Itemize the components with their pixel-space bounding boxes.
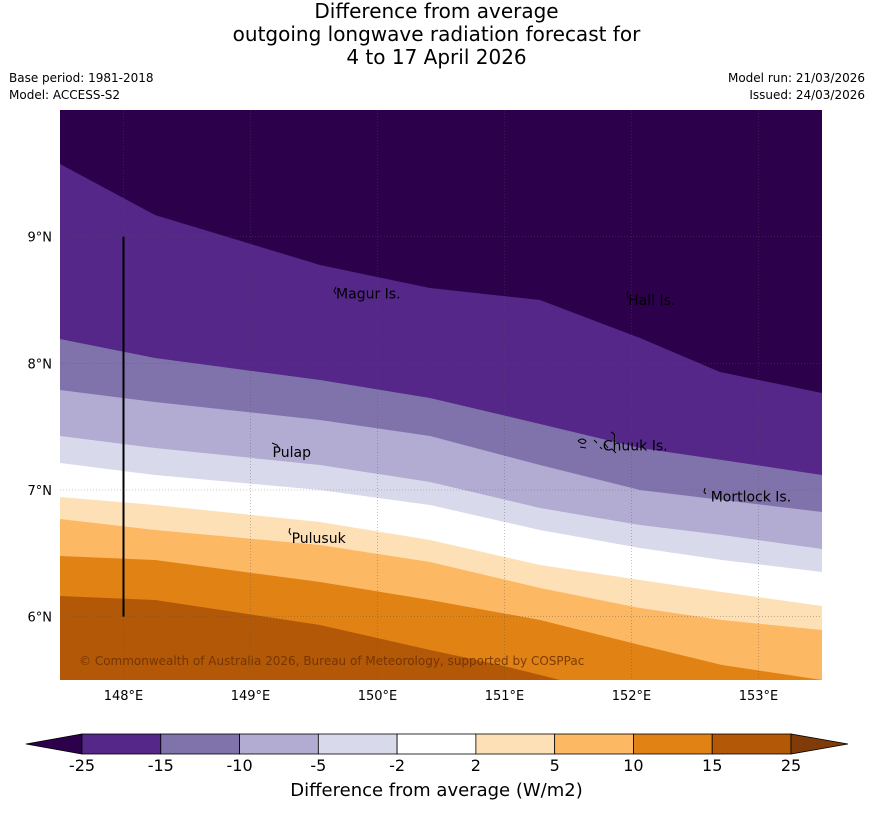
- lon-tick-label: 151°E: [485, 689, 525, 704]
- chuuk-lagoon-outline: [577, 431, 617, 454]
- meta-right: Model run: 21/03/2026 Issued: 24/03/2026: [728, 70, 865, 104]
- colorbar-segment: [317, 733, 398, 755]
- hall-island-outline: [626, 290, 629, 300]
- title-line-3: 4 to 17 April 2026: [346, 45, 527, 69]
- title-line-1: Difference from average: [314, 0, 559, 23]
- colorbar-segment: [475, 733, 556, 755]
- model-name: Model: ACCESS-S2: [9, 88, 121, 102]
- copyright-notice: © Commonwealth of Australia 2026, Bureau…: [79, 654, 584, 668]
- colorbar-extend-high: [790, 733, 849, 755]
- lon-tick-label: 153°E: [739, 689, 779, 704]
- colorbar-segment: [239, 733, 319, 755]
- place-label-magur-is: Magur Is.: [336, 287, 401, 303]
- pulap-island-outline: [271, 442, 280, 449]
- lat-tick-label: 6°N: [28, 611, 53, 626]
- island-outlines: [271, 286, 707, 536]
- colorbar-segment: [396, 733, 477, 755]
- mortlock-island-outline: [703, 487, 707, 495]
- lat-tick-label: 7°N: [28, 484, 53, 499]
- lon-tick-label: 148°E: [104, 689, 144, 704]
- colorbar-tick-label: 25: [781, 756, 801, 775]
- colorbar-tick-label: 2: [471, 756, 481, 775]
- model-run: Model run: 21/03/2026: [727, 71, 865, 85]
- title-line-2: outgoing longwave radiation forecast for: [232, 22, 641, 46]
- colorbar-segment: [554, 733, 634, 755]
- colorbar-segment: [633, 733, 713, 755]
- lon-tick-label: 149°E: [231, 689, 271, 704]
- chart-title: Difference from average outgoing longwav…: [0, 0, 873, 69]
- colorbar-segment: [81, 733, 162, 755]
- issued-date: Issued: 24/03/2026: [749, 88, 865, 102]
- colorbar-segment: [711, 733, 792, 755]
- magur-island-outline: [333, 286, 337, 295]
- place-label-hall-is: Hall Is.: [628, 293, 675, 309]
- place-label-mortlock-is: Mortlock Is.: [711, 489, 791, 505]
- colorbar-tick-label: -2: [389, 756, 405, 775]
- colorbar-extend-low: [25, 733, 83, 755]
- map-plot-area: Magur Is. Hall Is. Pulap Chuuk Is. Mortlock …: [60, 110, 822, 680]
- meta-left: Base period: 1981-2018 Model: ACCESS-S2: [9, 70, 154, 104]
- colorbar: -25 -15 -10 -5 -2 2 5 10 15 25: [25, 733, 849, 775]
- place-label-pulusuk: Pulusuk: [292, 531, 347, 547]
- colorbar-label: Difference from average (W/m2): [290, 780, 583, 801]
- band-15-25: [60, 596, 560, 680]
- pulusuk-island-outline: [288, 527, 292, 536]
- colorbar-tick-label: 5: [550, 756, 560, 775]
- latitude-tick-labels: 9°N 8°N 7°N 6°N: [28, 231, 53, 626]
- lat-tick-label: 8°N: [28, 357, 53, 372]
- lon-tick-label: 152°E: [612, 689, 652, 704]
- lat-tick-label: 9°N: [28, 231, 53, 246]
- place-label-chuuk-is: Chuuk Is.: [603, 439, 668, 455]
- base-period: Base period: 1981-2018: [9, 71, 154, 85]
- colorbar-tick-label: 15: [702, 756, 722, 775]
- colorbar-segment: [160, 733, 240, 755]
- colorbar-tick-label: -10: [226, 756, 252, 775]
- colorbar-tick-label: -25: [69, 756, 95, 775]
- place-label-pulap: Pulap: [273, 445, 312, 461]
- colorbar-tick-label: -15: [148, 756, 174, 775]
- lon-tick-label: 150°E: [358, 689, 398, 704]
- colorbar-tick-label: -5: [310, 756, 326, 775]
- longitude-tick-labels: 148°E 149°E 150°E 151°E 152°E 153°E: [104, 689, 779, 704]
- place-labels: Magur Is. Hall Is. Pulap Chuuk Is. Mortlock …: [273, 287, 792, 547]
- colorbar-tick-label: 10: [623, 756, 643, 775]
